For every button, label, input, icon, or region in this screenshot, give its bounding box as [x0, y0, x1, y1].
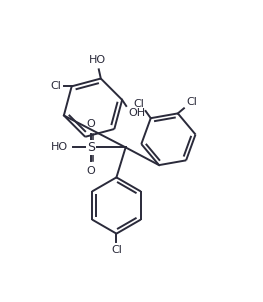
Text: OH: OH — [128, 108, 145, 118]
Text: HO: HO — [50, 143, 68, 153]
Text: Cl: Cl — [111, 245, 122, 255]
Text: Cl: Cl — [186, 97, 197, 107]
Text: Cl: Cl — [134, 99, 145, 109]
Text: HO: HO — [89, 55, 106, 65]
Text: S: S — [87, 141, 95, 154]
Text: O: O — [87, 119, 95, 129]
Text: Cl: Cl — [50, 81, 62, 91]
Text: O: O — [87, 166, 95, 176]
